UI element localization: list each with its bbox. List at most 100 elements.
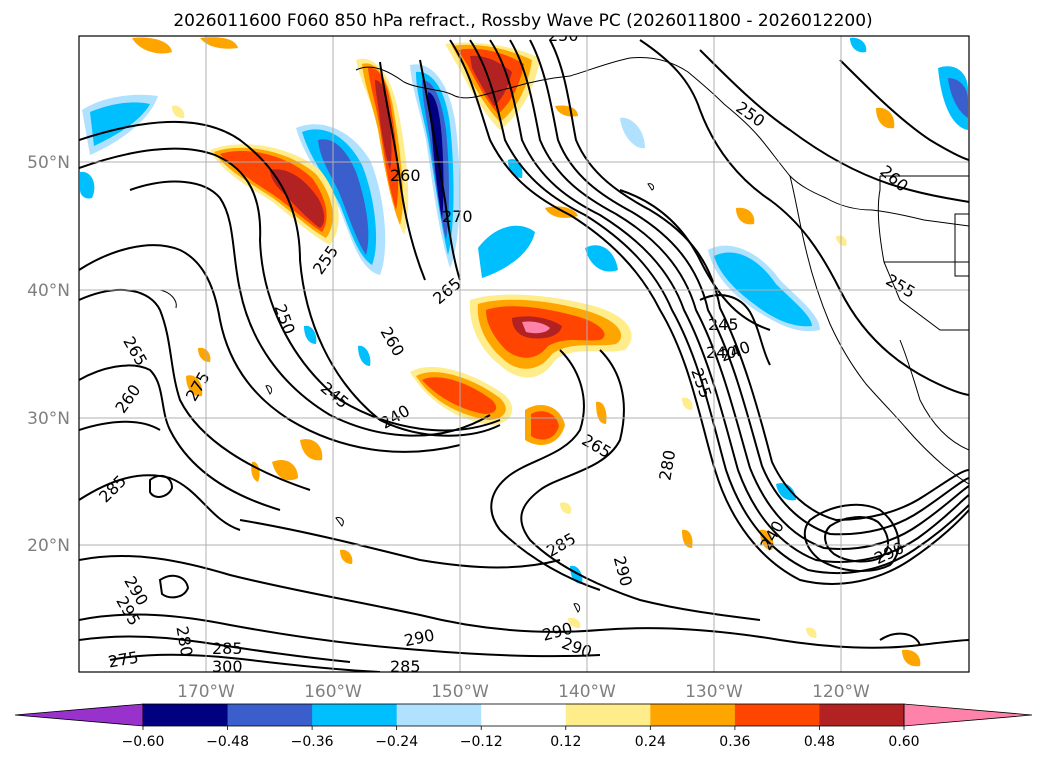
island	[647, 183, 655, 191]
shading-patch	[806, 627, 817, 638]
shading-patch	[90, 102, 150, 146]
contour-line	[529, 39, 969, 536]
colorbar-label: 0.48	[804, 734, 835, 750]
contour-line	[520, 349, 761, 621]
contour-line	[839, 59, 969, 161]
contour-line	[79, 288, 311, 491]
shading-patch	[80, 171, 95, 199]
coastlines	[159, 57, 969, 613]
lon-label: 140°W	[558, 682, 616, 702]
island	[265, 385, 273, 395]
contour-line	[549, 39, 969, 522]
lake-outline	[954, 213, 969, 277]
contour-line	[79, 474, 241, 531]
colorbar-frame	[142, 703, 905, 727]
island	[159, 289, 177, 309]
colorbar-segment	[396, 704, 482, 726]
contour-line	[639, 39, 969, 396]
shading-patch	[470, 55, 512, 106]
shading-patch	[850, 37, 867, 53]
shading-patch	[585, 245, 618, 272]
contour-label: 250	[548, 26, 579, 45]
contour-line	[824, 516, 889, 563]
colorbar-segment	[565, 704, 651, 726]
shading-patch	[172, 105, 185, 118]
colorbar-label: 0.24	[635, 734, 666, 750]
shading-patch	[902, 649, 921, 667]
lat-label: 40°N	[27, 281, 70, 301]
shading-patch	[318, 139, 369, 255]
negative-anomaly-shading	[80, 37, 968, 584]
lon-label: 150°W	[431, 682, 489, 702]
shading-patch	[358, 345, 371, 366]
shading-patch	[340, 549, 353, 564]
colorbar-label: −0.24	[375, 734, 418, 750]
shading-patch	[478, 225, 535, 278]
shading-patch	[272, 459, 298, 481]
contour-label: 285	[390, 657, 421, 676]
contour-lines	[79, 39, 969, 672]
contour-line	[619, 189, 771, 331]
contour-line	[79, 555, 969, 649]
shading-patch	[200, 37, 238, 49]
lon-label: 130°W	[685, 682, 743, 702]
shading-patch	[568, 617, 581, 628]
contour-line	[79, 244, 461, 453]
colorbar-label: −0.60	[122, 734, 165, 750]
colorbar: −0.60 −0.48 −0.36 −0.24 −0.12 0.12 0.24 0.36 0.4…	[14, 703, 1033, 750]
shading-patch	[422, 377, 497, 414]
contour-label: 300	[212, 657, 243, 676]
colorbar-segment	[312, 704, 398, 726]
alaska-canada-coast	[355, 57, 969, 227]
shading-patch	[736, 207, 755, 225]
map-frame	[78, 35, 970, 673]
shading-patch	[620, 117, 645, 149]
contour-line	[79, 364, 281, 511]
contour-label: 260	[390, 166, 421, 185]
colorbar-label: −0.12	[460, 734, 503, 750]
contour-line	[699, 294, 771, 366]
contour-line	[79, 613, 601, 658]
shading-patch	[570, 565, 583, 584]
colorbar-label: −0.36	[291, 734, 334, 750]
figure-title: 2026011600 F060 850 hPa refract., Rossby…	[173, 11, 872, 31]
contour-line	[469, 39, 969, 575]
shading-patch	[776, 483, 796, 501]
contour-line	[449, 39, 969, 585]
colorbar-extend-low	[14, 703, 144, 727]
contour-line	[879, 632, 921, 646]
colorbar-extend-high	[903, 703, 1033, 727]
political-borders	[877, 175, 969, 451]
shading-patch	[682, 397, 693, 410]
shading-patch	[186, 375, 203, 397]
shading-patch	[300, 439, 323, 461]
colorbar-label: −0.48	[206, 734, 249, 750]
shading-patch	[938, 66, 968, 130]
lat-label: 30°N	[27, 409, 70, 429]
shading-patch	[714, 252, 812, 327]
colorbar-segment	[481, 704, 567, 726]
longitude-labels: 170°W 160°W 150°W 140°W 130°W 120°W	[177, 682, 870, 702]
contour-line	[158, 574, 190, 599]
colorbar-segment	[227, 704, 313, 726]
shading-patch	[522, 321, 550, 334]
colorbar-label: 0.36	[719, 734, 750, 750]
contour-line	[419, 59, 461, 281]
contour-label: 270	[442, 207, 473, 226]
shading-patch	[220, 151, 327, 232]
colorbar-segment	[650, 704, 736, 726]
shading-patch	[132, 37, 172, 54]
latitude-labels: 50°N 40°N 30°N 20°N	[27, 153, 70, 556]
island	[335, 517, 344, 527]
colorbar-segment	[143, 704, 229, 726]
contour-line	[79, 147, 501, 432]
contour-line	[699, 49, 969, 203]
shading-patch	[948, 78, 968, 118]
contour-line	[109, 653, 381, 672]
contour-line	[79, 420, 161, 431]
shaded-fields: 250 260 270 265 255 250 260 245 240 265 …	[79, 26, 969, 676]
contour-line	[79, 635, 351, 663]
contour-line	[79, 120, 501, 437]
contour-line	[803, 503, 900, 572]
colorbar-label: 0.60	[888, 734, 919, 750]
